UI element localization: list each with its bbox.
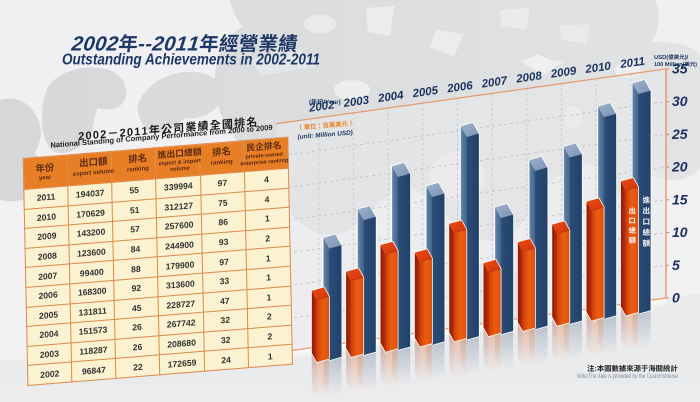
svg-text:enterprise ranking: enterprise ranking	[240, 158, 288, 168]
svg-text:ranking: ranking	[211, 158, 233, 167]
svg-text:2010: 2010	[584, 60, 613, 76]
svg-text:30: 30	[672, 93, 688, 109]
svg-text:Outstanding Achievements in 20: Outstanding Achievements in 2002-2011	[62, 52, 320, 69]
svg-text:volume: volume	[170, 166, 190, 174]
svg-text:year: year	[39, 174, 52, 182]
svg-text:(unit: Million USD): (unit: Million USD)	[297, 129, 353, 140]
svg-text:2005: 2005	[411, 85, 440, 101]
svg-text:15: 15	[672, 191, 688, 207]
svg-text:2004: 2004	[376, 90, 405, 106]
svg-text:ranking: ranking	[127, 165, 149, 174]
svg-text:export & import: export & import	[159, 158, 201, 167]
svg-text:25: 25	[671, 126, 688, 142]
svg-text:2006: 2006	[445, 80, 474, 96]
svg-text:private-owned: private-owned	[245, 152, 282, 161]
svg-text:20: 20	[671, 159, 688, 175]
svg-text:2003: 2003	[342, 94, 371, 110]
svg-text:Note:The date is provided by t: Note:The date is provided by the Customs…	[577, 373, 678, 380]
svg-text:export volume: export volume	[73, 168, 115, 178]
svg-text:35: 35	[672, 60, 688, 76]
svg-text:2008: 2008	[515, 70, 544, 86]
svg-text:5: 5	[672, 257, 680, 273]
svg-text:2007: 2007	[480, 75, 509, 91]
svg-text:2009: 2009	[549, 65, 578, 81]
svg-text:10: 10	[672, 224, 688, 240]
svg-text:2011: 2011	[619, 56, 646, 71]
svg-text:0: 0	[672, 290, 680, 306]
